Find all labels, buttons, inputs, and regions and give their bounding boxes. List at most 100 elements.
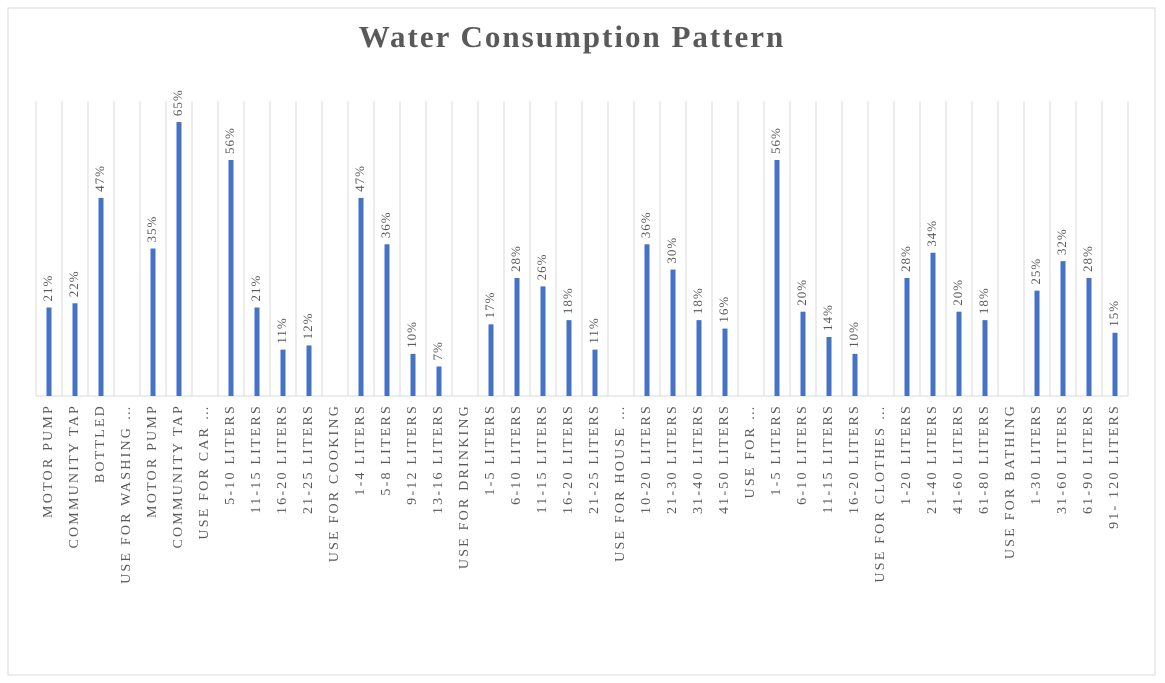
bar xyxy=(488,324,494,396)
x-tick-label: USE FOR COOKING xyxy=(327,404,342,562)
bar xyxy=(254,307,260,396)
bar xyxy=(306,345,312,396)
bar xyxy=(930,252,936,396)
x-tick-label: 21-30 LITERS xyxy=(665,404,680,514)
x-tick-label: 31-60 LITERS xyxy=(1055,404,1070,514)
bar xyxy=(774,160,780,396)
bar xyxy=(592,349,598,396)
x-tick-label: 5-8 LITERS xyxy=(379,404,394,496)
x-tick-label: 1-30 LITERS xyxy=(1029,404,1044,505)
data-label: 34% xyxy=(924,220,939,247)
data-label: 18% xyxy=(690,287,705,314)
data-label: 20% xyxy=(794,279,809,306)
x-tick-label: 16-20 LITERS xyxy=(561,404,576,514)
x-tick-label: 10-20 LITERS xyxy=(639,404,654,514)
data-label: 36% xyxy=(638,211,653,238)
x-tick-label: 61-90 LITERS xyxy=(1081,404,1096,514)
bar xyxy=(280,349,286,396)
x-tick-label: MOTOR PUMP xyxy=(145,404,160,518)
data-label: 10% xyxy=(846,321,861,348)
x-tick-label: BOTTLED xyxy=(93,404,108,483)
bar xyxy=(566,320,572,396)
data-label: 20% xyxy=(950,279,965,306)
bar xyxy=(670,269,676,396)
x-tick-label: USE FOR CLOTHES … xyxy=(873,404,888,583)
x-tick-label: 91- 120 LITERS xyxy=(1107,404,1122,529)
bar xyxy=(852,353,858,396)
data-label: 26% xyxy=(534,254,549,281)
data-label: 35% xyxy=(144,216,159,243)
data-label: 21% xyxy=(248,275,263,302)
bar xyxy=(956,311,962,396)
chart-title: Water Consumption Pattern xyxy=(359,19,786,54)
data-label: 18% xyxy=(976,287,991,314)
data-label: 36% xyxy=(378,211,393,238)
x-tick-label: 11-15 LITERS xyxy=(821,404,836,513)
data-label: 11% xyxy=(274,317,289,343)
data-label: 56% xyxy=(768,127,783,154)
bar xyxy=(800,311,806,396)
bar xyxy=(696,320,702,396)
x-tick-label: 1-5 LITERS xyxy=(769,404,784,496)
x-tick-label: USE FOR CAR … xyxy=(197,404,212,540)
bar xyxy=(46,307,52,396)
data-label: 11% xyxy=(586,317,601,343)
x-tick-label: 61-80 LITERS xyxy=(977,404,992,514)
bar xyxy=(982,320,988,396)
bar xyxy=(384,244,390,396)
x-tick-label: USE FOR WASHING … xyxy=(119,404,134,584)
x-tick-label: 21-25 LITERS xyxy=(587,404,602,514)
bar xyxy=(1086,278,1092,396)
bar xyxy=(826,337,832,396)
bar xyxy=(514,278,520,396)
bar xyxy=(228,160,234,396)
x-tick-label: USE FOR DRINKING xyxy=(457,404,472,569)
data-label: 14% xyxy=(820,304,835,331)
x-tick-label: 13-16 LITERS xyxy=(431,404,446,514)
x-tick-label: 1-4 LITERS xyxy=(353,404,368,496)
bar xyxy=(1034,290,1040,396)
bar xyxy=(98,197,104,396)
x-tick-label: 16-20 LITERS xyxy=(275,404,290,514)
x-tick-label: 9-12 LITERS xyxy=(405,404,420,505)
x-tick-label: 16-20 LITERS xyxy=(847,404,862,514)
data-label: 25% xyxy=(1028,258,1043,285)
x-tick-label: 11-15 LITERS xyxy=(535,404,550,513)
data-label: 21% xyxy=(40,275,55,302)
x-tick-label: 1-5 LITERS xyxy=(483,404,498,496)
bar xyxy=(1060,261,1066,396)
data-label: 32% xyxy=(1054,228,1069,255)
x-tick-label: 31-40 LITERS xyxy=(691,404,706,514)
data-label: 47% xyxy=(352,165,367,192)
x-tick-label: USE FOR HOUSE … xyxy=(613,404,628,562)
x-tick-label: 5-10 LITERS xyxy=(223,404,238,505)
x-tick-label: 21-25 LITERS xyxy=(301,404,316,514)
bar xyxy=(176,122,182,397)
data-label: 28% xyxy=(1080,245,1095,272)
bar xyxy=(722,328,728,396)
bar xyxy=(358,197,364,396)
bar xyxy=(150,248,156,396)
x-tick-label: 11-15 LITERS xyxy=(249,404,264,513)
data-label: 22% xyxy=(66,270,81,297)
x-tick-label: USE FOR … xyxy=(743,404,758,498)
data-label: 7% xyxy=(430,341,445,360)
data-label: 16% xyxy=(716,296,731,323)
x-tick-label: USE FOR BATHING xyxy=(1003,404,1018,559)
bar xyxy=(540,286,546,396)
data-label: 56% xyxy=(222,127,237,154)
x-tick-label: 6-10 LITERS xyxy=(509,404,524,505)
bar xyxy=(436,366,442,396)
x-tick-label: 21-40 LITERS xyxy=(925,404,940,514)
bar xyxy=(904,278,910,396)
x-tick-label: 6-10 LITERS xyxy=(795,404,810,505)
data-label: 12% xyxy=(300,313,315,340)
bar xyxy=(410,353,416,396)
data-label: 47% xyxy=(92,165,107,192)
data-label: 17% xyxy=(482,292,497,319)
x-tick-label: COMMUNITY TAP xyxy=(171,404,186,549)
x-tick-label: 1-20 LITERS xyxy=(899,404,914,505)
x-tick-label: COMMUNITY TAP xyxy=(67,404,82,549)
data-label: 28% xyxy=(898,245,913,272)
